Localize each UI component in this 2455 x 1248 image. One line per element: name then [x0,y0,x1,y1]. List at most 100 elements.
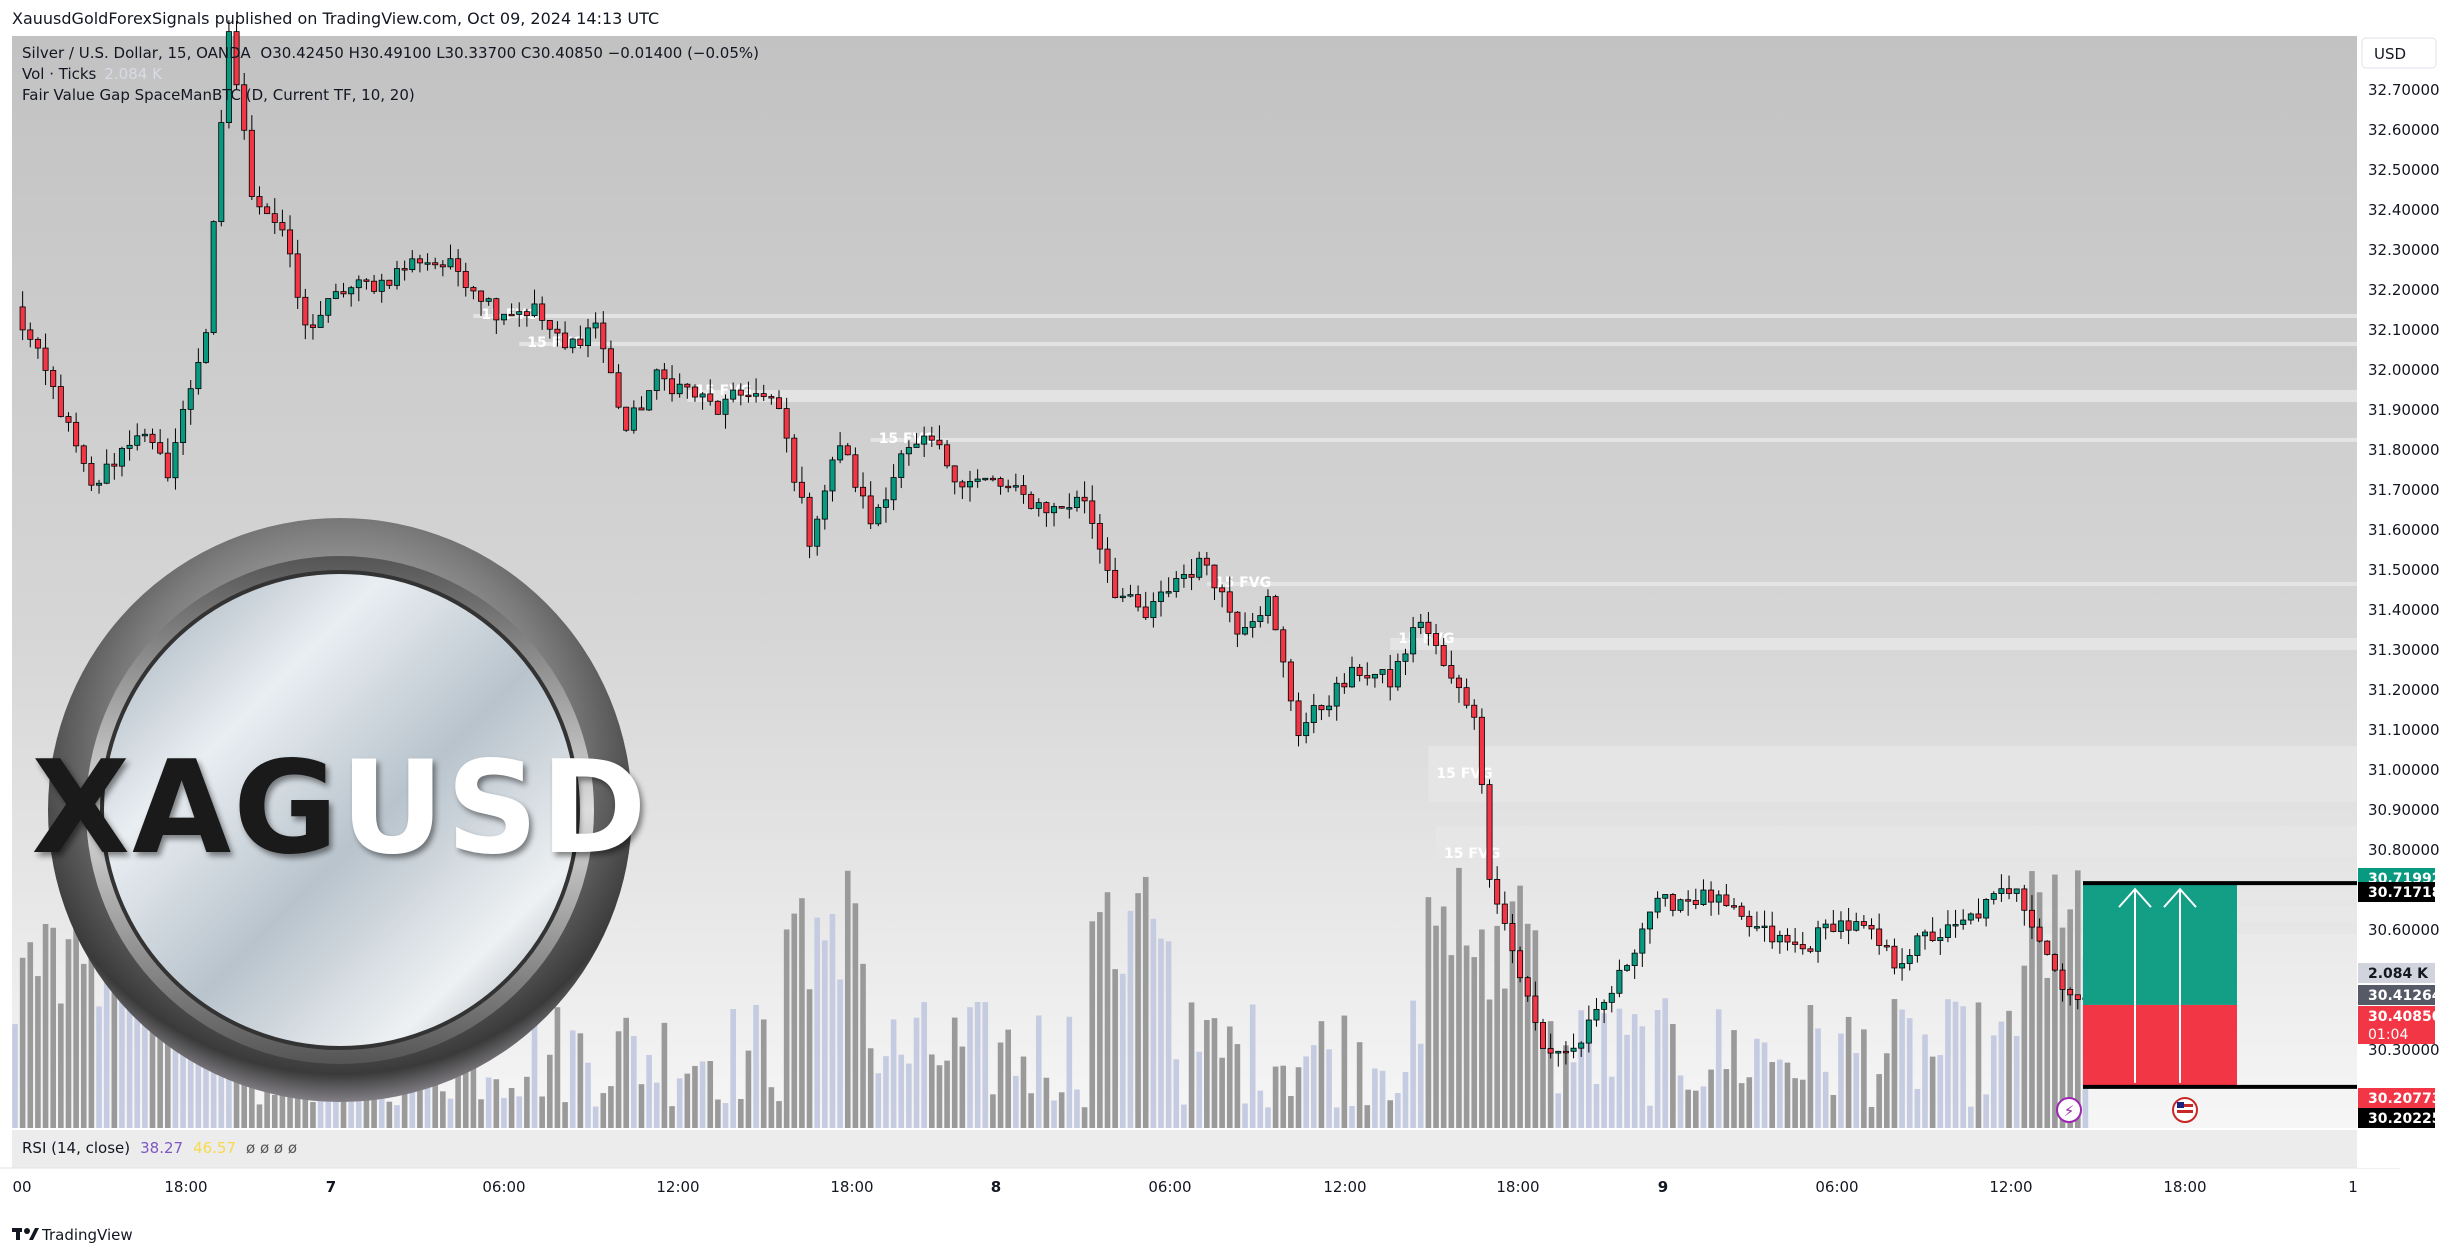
candle-body [1379,669,1386,675]
candle-body [1876,928,1883,946]
candle-body [1196,557,1203,578]
candle-body [65,416,72,423]
fvg-label: 15 FVG [879,431,935,447]
candle-body [967,481,974,488]
candle-body [1753,926,1760,929]
candle-body [478,290,485,302]
candle-body [1501,903,1508,924]
candle-body [19,306,26,331]
us-flag-event-icon[interactable] [2172,1097,2198,1123]
volume-bar [50,927,56,1128]
time-tick: 18:00 [1496,1178,1539,1196]
candle-body [1608,992,1615,1003]
volume-bar [1647,1105,1653,1128]
volume-bar [600,1093,607,1128]
candle-body [1073,496,1080,508]
volume-bar [470,1035,477,1128]
candle-body [1792,941,1799,945]
candle-body [890,477,897,501]
candle-body [768,396,775,399]
volume-bar [738,1099,744,1128]
volume-bar [1769,1062,1775,1128]
candle-body [1341,682,1348,688]
candle-body [210,221,217,334]
arrow-head [2118,887,2152,908]
candle-body [1387,669,1394,688]
candle-body [1135,594,1142,608]
legend-symbol[interactable]: Silver / U.S. Dollar, 15, OANDA O30.42450… [22,44,759,62]
candle-body [905,447,912,455]
volume-bar [12,1024,18,1128]
candle-body [294,253,301,298]
candle-body [118,448,125,467]
candle-body [745,394,752,398]
candle-body [722,398,729,415]
volume-bar [1158,938,1164,1128]
volume-bar [1013,1075,1019,1128]
volume-bar [1677,1075,1684,1128]
candle-body [1364,675,1371,679]
volume-bar [1326,1049,1332,1128]
volume-bar [1303,1056,1309,1128]
volume-bar [1754,1038,1760,1128]
candle-body [1257,615,1264,622]
candle-body [615,372,622,408]
rsi-pane[interactable] [12,1130,2357,1168]
volume-bar [1563,1045,1569,1128]
candle-body [134,435,141,446]
volume-bar [455,1043,461,1128]
rsi-legend[interactable]: RSI (14, close) 38.27 46.57 ø ø ø ø [22,1139,297,1157]
candle-body [760,393,767,397]
volume-bar [1165,941,1172,1128]
volume-bar [1395,1093,1401,1128]
candle-body [531,303,538,317]
legend-volume[interactable]: Vol · Ticks 2.084 K [22,65,163,83]
candle-body [96,482,103,486]
long-position-tool[interactable] [2083,881,2357,1089]
candle-body [1310,705,1317,723]
volume-bar [1035,1015,1042,1128]
legend-indicator[interactable]: Fair Value Gap SpaceManBTC (D, Current T… [22,86,415,104]
volume-bar [249,1056,255,1128]
candle-body [1303,722,1310,737]
tradingview-brand[interactable]: TradingView [41,1226,133,1244]
candle-body [73,421,80,447]
candle-body [50,370,57,387]
candle-body [1188,574,1195,578]
candle-body [592,322,599,329]
volume-bar [547,1054,553,1128]
candle-body [783,408,790,439]
candle-body [1960,919,1967,925]
volume-bar [1616,1008,1623,1128]
tradingview-logo-icon[interactable] [12,1228,39,1240]
volume-bar [684,1073,691,1128]
candle-body [1837,920,1844,932]
fvg-zone-2 [687,390,2357,402]
time-axis[interactable] [0,1168,2400,1212]
candle-body [1509,923,1516,952]
candle-body [1295,700,1302,737]
candle-body [325,298,332,316]
currency-button[interactable]: USD [2361,37,2437,69]
candle-body [1761,925,1768,928]
candle-body [1005,485,1012,489]
candle-body [1211,564,1218,589]
event-flash-icon[interactable]: ⚡ [2056,1097,2082,1123]
volume-bar [386,1101,393,1128]
volume-bar [1822,1071,1829,1128]
volume-bar [1578,1010,1584,1128]
time-tick: 8 [991,1178,1001,1196]
volume-bar [1471,957,1478,1128]
volume-bar [1074,1089,1080,1128]
candle-body [386,279,393,286]
volume-bar [1288,1095,1294,1128]
candle-body [1746,915,1753,928]
volume-bar [653,1082,660,1128]
candle-body [180,408,187,443]
volume-bar [1777,1059,1783,1128]
price-tag-text: 30.20225 [2368,1111,2442,1127]
volume-bar [2059,927,2066,1128]
candle-body [1264,596,1271,616]
